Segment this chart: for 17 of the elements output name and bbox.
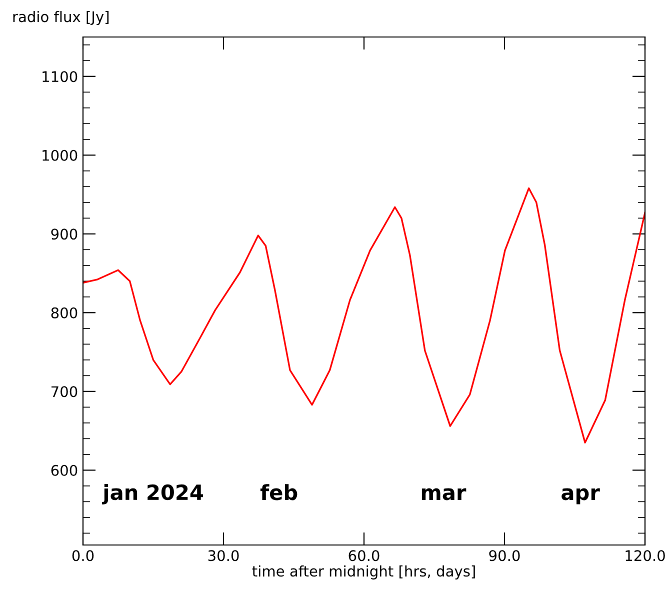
y-tick-label: 700 [52, 386, 78, 398]
x-tick-label: 90.0 [489, 550, 520, 562]
x-tick-label: 60.0 [348, 550, 380, 562]
x-axis-title: time after midnight [hrs, days] [252, 565, 475, 580]
x-tick-label: 30.0 [208, 550, 239, 562]
y-tick-label: 1000 [42, 150, 78, 161]
x-tick-label: 0.0 [72, 550, 94, 562]
annotation: apr [562, 488, 600, 504]
x-tick-label: 120.0 [626, 550, 665, 562]
y-axis-title: radio flux [Jy] [13, 10, 109, 26]
annotation: jan 2024 [102, 484, 203, 504]
y-tick-label: 600 [51, 464, 78, 476]
y-tick-label: 800 [51, 307, 78, 318]
annotation: feb [260, 484, 298, 500]
y-tick-label: 900 [51, 228, 78, 240]
y-tick-label: 1100 [42, 71, 78, 82]
annotation: mar [422, 488, 466, 500]
